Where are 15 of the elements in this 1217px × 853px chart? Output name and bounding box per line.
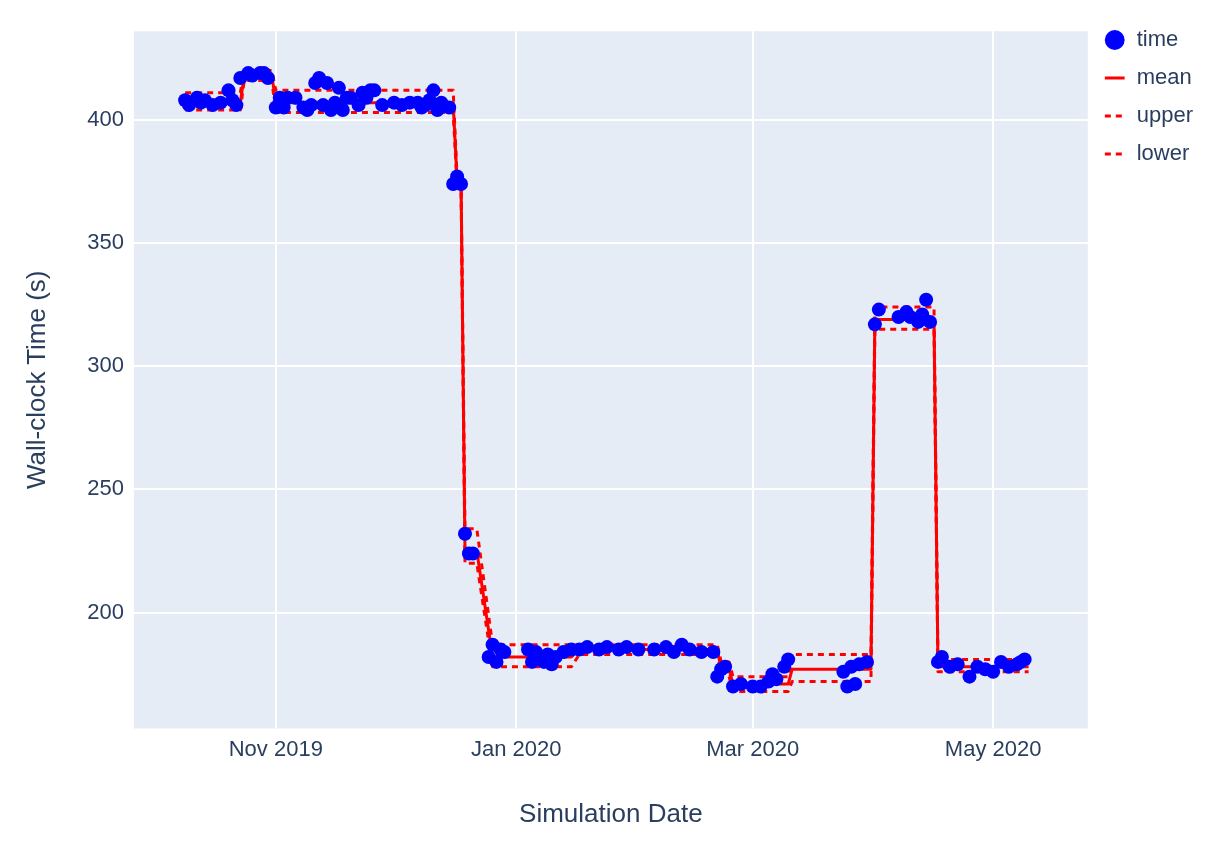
y-tick-label: 350: [87, 229, 124, 255]
legend-label: lower: [1136, 140, 1190, 166]
x-axis-title: Simulation Date: [519, 797, 703, 828]
x-tick-label: Mar 2020: [706, 735, 800, 761]
y-tick-label: 250: [87, 475, 124, 501]
y-tick-label: 200: [87, 598, 124, 624]
legend-label: mean: [1136, 64, 1192, 90]
y-axis-title: Wall-clock Time (s): [20, 270, 51, 490]
legend-label: time: [1136, 26, 1179, 52]
legend-label: upper: [1136, 102, 1194, 128]
x-tick-label: Jan 2020: [470, 735, 562, 761]
x-tick-label: May 2020: [944, 735, 1042, 761]
x-tick-label: Nov 2019: [228, 735, 323, 761]
y-tick-label: 300: [87, 352, 124, 378]
y-tick-label: 400: [87, 105, 124, 131]
